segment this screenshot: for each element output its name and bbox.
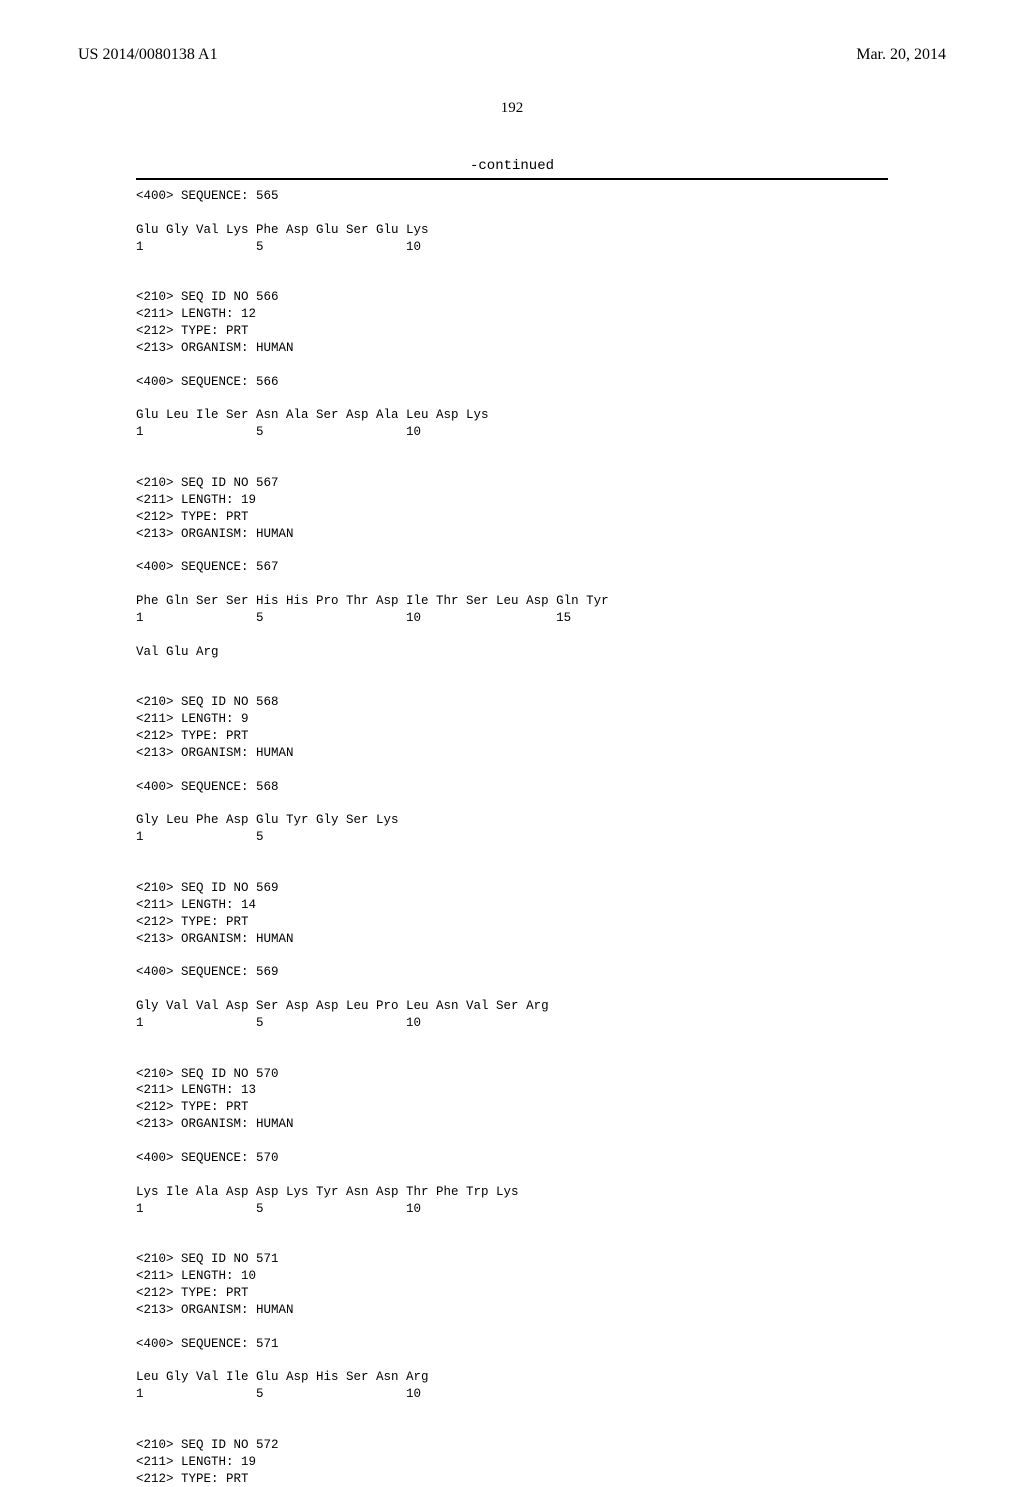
publication-date: Mar. 20, 2014 bbox=[856, 46, 946, 64]
publication-number: US 2014/0080138 A1 bbox=[78, 46, 218, 64]
page-header: US 2014/0080138 A1 Mar. 20, 2014 bbox=[78, 46, 946, 64]
continued-label: -continued bbox=[136, 158, 888, 180]
sequence-listing: <400> SEQUENCE: 565 Glu Gly Val Lys Phe … bbox=[136, 188, 888, 1487]
page-number: 192 bbox=[0, 100, 1024, 117]
